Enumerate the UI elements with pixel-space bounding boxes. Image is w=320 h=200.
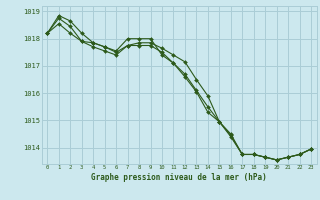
X-axis label: Graphe pression niveau de la mer (hPa): Graphe pression niveau de la mer (hPa) bbox=[91, 173, 267, 182]
